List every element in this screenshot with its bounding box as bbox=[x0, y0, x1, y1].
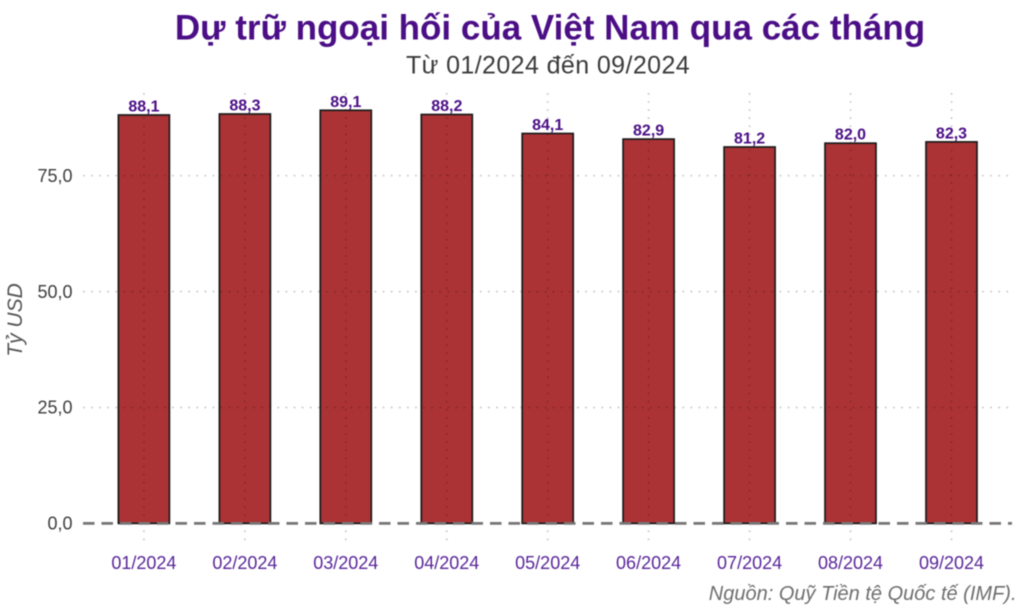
svg-text:25,0: 25,0 bbox=[37, 398, 72, 418]
svg-text:0,0: 0,0 bbox=[47, 514, 72, 534]
svg-text:88,1: 88,1 bbox=[128, 99, 159, 116]
svg-text:82,3: 82,3 bbox=[936, 125, 967, 142]
svg-text:89,1: 89,1 bbox=[330, 94, 361, 111]
svg-text:88,2: 88,2 bbox=[431, 98, 462, 115]
svg-text:01/2024: 01/2024 bbox=[111, 553, 176, 573]
svg-text:Tỷ USD: Tỷ USD bbox=[4, 283, 27, 357]
svg-text:Nguồn: Quỹ Tiền tệ Quốc tế (IM: Nguồn: Quỹ Tiền tệ Quốc tế (IMF). bbox=[709, 583, 1017, 605]
svg-text:75,0: 75,0 bbox=[37, 166, 72, 186]
svg-text:88,3: 88,3 bbox=[229, 98, 260, 115]
svg-text:03/2024: 03/2024 bbox=[313, 553, 378, 573]
svg-text:07/2024: 07/2024 bbox=[717, 553, 782, 573]
svg-text:02/2024: 02/2024 bbox=[212, 553, 277, 573]
svg-text:81,2: 81,2 bbox=[734, 131, 765, 148]
svg-text:50,0: 50,0 bbox=[37, 282, 72, 302]
svg-text:82,0: 82,0 bbox=[835, 127, 866, 144]
svg-text:Dự trữ ngoại hối của Việt Nam: Dự trữ ngoại hối của Việt Nam qua các th… bbox=[175, 9, 925, 48]
svg-text:82,9: 82,9 bbox=[633, 123, 664, 140]
svg-text:08/2024: 08/2024 bbox=[818, 553, 883, 573]
svg-text:06/2024: 06/2024 bbox=[616, 553, 681, 573]
svg-text:09/2024: 09/2024 bbox=[919, 553, 984, 573]
svg-text:84,1: 84,1 bbox=[532, 117, 563, 134]
svg-text:Từ 01/2024 đến 09/2024: Từ 01/2024 đến 09/2024 bbox=[406, 52, 690, 80]
svg-text:04/2024: 04/2024 bbox=[414, 553, 479, 573]
svg-text:05/2024: 05/2024 bbox=[515, 553, 580, 573]
